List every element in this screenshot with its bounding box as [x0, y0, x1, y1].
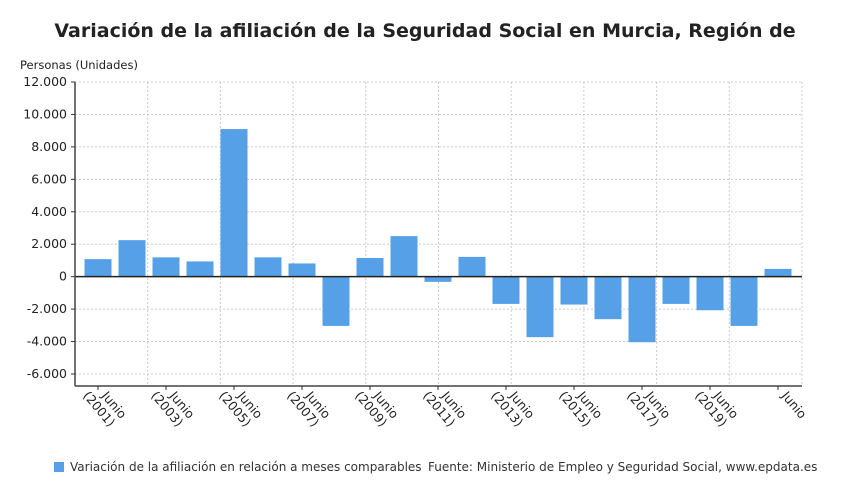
bar-2009 — [356, 258, 384, 277]
legend-swatch — [54, 462, 64, 472]
bar-2006 — [254, 257, 282, 277]
bar-2018 — [662, 276, 690, 304]
y-tick-label: -2.000 — [27, 301, 67, 316]
bar-2008 — [322, 276, 350, 326]
x-tick-label: Junio(2009) — [352, 379, 402, 430]
x-tick-label: Junio(2013) — [488, 379, 538, 430]
y-tick-label: 10.000 — [23, 106, 67, 121]
legend-label: Variación de la afiliación en relación a… — [70, 460, 422, 474]
bar-2010 — [390, 236, 418, 277]
bar-2002 — [118, 240, 146, 277]
y-tick-label: 2.000 — [31, 236, 67, 251]
bar-2015 — [560, 276, 588, 305]
chart-title: Variación de la afiliación de la Segurid… — [54, 20, 796, 42]
bar-2017 — [628, 276, 656, 343]
x-tick-label: Junio(2019) — [692, 379, 742, 430]
x-tick-label: Junio(2005) — [216, 379, 266, 430]
bar-2013 — [492, 276, 520, 304]
x-tick-label: Junio(2001) — [80, 379, 130, 430]
x-tick-label: Junio(2017) — [624, 379, 674, 430]
x-tick-label: Junio(2015) — [556, 379, 606, 430]
bar-2012 — [458, 256, 486, 277]
y-tick-label: 12.000 — [23, 74, 67, 89]
bar-2014 — [526, 276, 554, 338]
bar-2020 — [730, 276, 758, 326]
y-tick-label: 6.000 — [31, 171, 67, 186]
bar-2016 — [594, 276, 622, 320]
y-tick-label: 4.000 — [31, 204, 67, 219]
y-tick-label: 0 — [59, 269, 67, 284]
x-tick-label: Junio(2011) — [420, 379, 470, 430]
y-tick-label: 8.000 — [31, 139, 67, 154]
legend: Variación de la afiliación en relación a… — [54, 460, 422, 474]
bar-2019 — [696, 276, 724, 311]
x-tick-label: Junio(2007) — [284, 379, 334, 430]
x-tick-label: Junio — [778, 388, 810, 422]
bar-2021 — [764, 268, 792, 277]
bar-2007 — [288, 263, 316, 277]
bar-2011 — [424, 276, 452, 282]
bar-2004 — [186, 261, 214, 277]
y-tick-label: -6.000 — [27, 366, 67, 381]
source-note: Fuente: Ministerio de Empleo y Seguridad… — [428, 460, 818, 474]
x-tick-label: Junio(2003) — [148, 379, 198, 430]
bar-2001 — [84, 259, 112, 277]
bar-2005 — [220, 129, 248, 277]
y-axis-label: Personas (Unidades) — [20, 58, 138, 72]
bar-2003 — [152, 257, 180, 277]
y-tick-label: -4.000 — [27, 334, 67, 349]
